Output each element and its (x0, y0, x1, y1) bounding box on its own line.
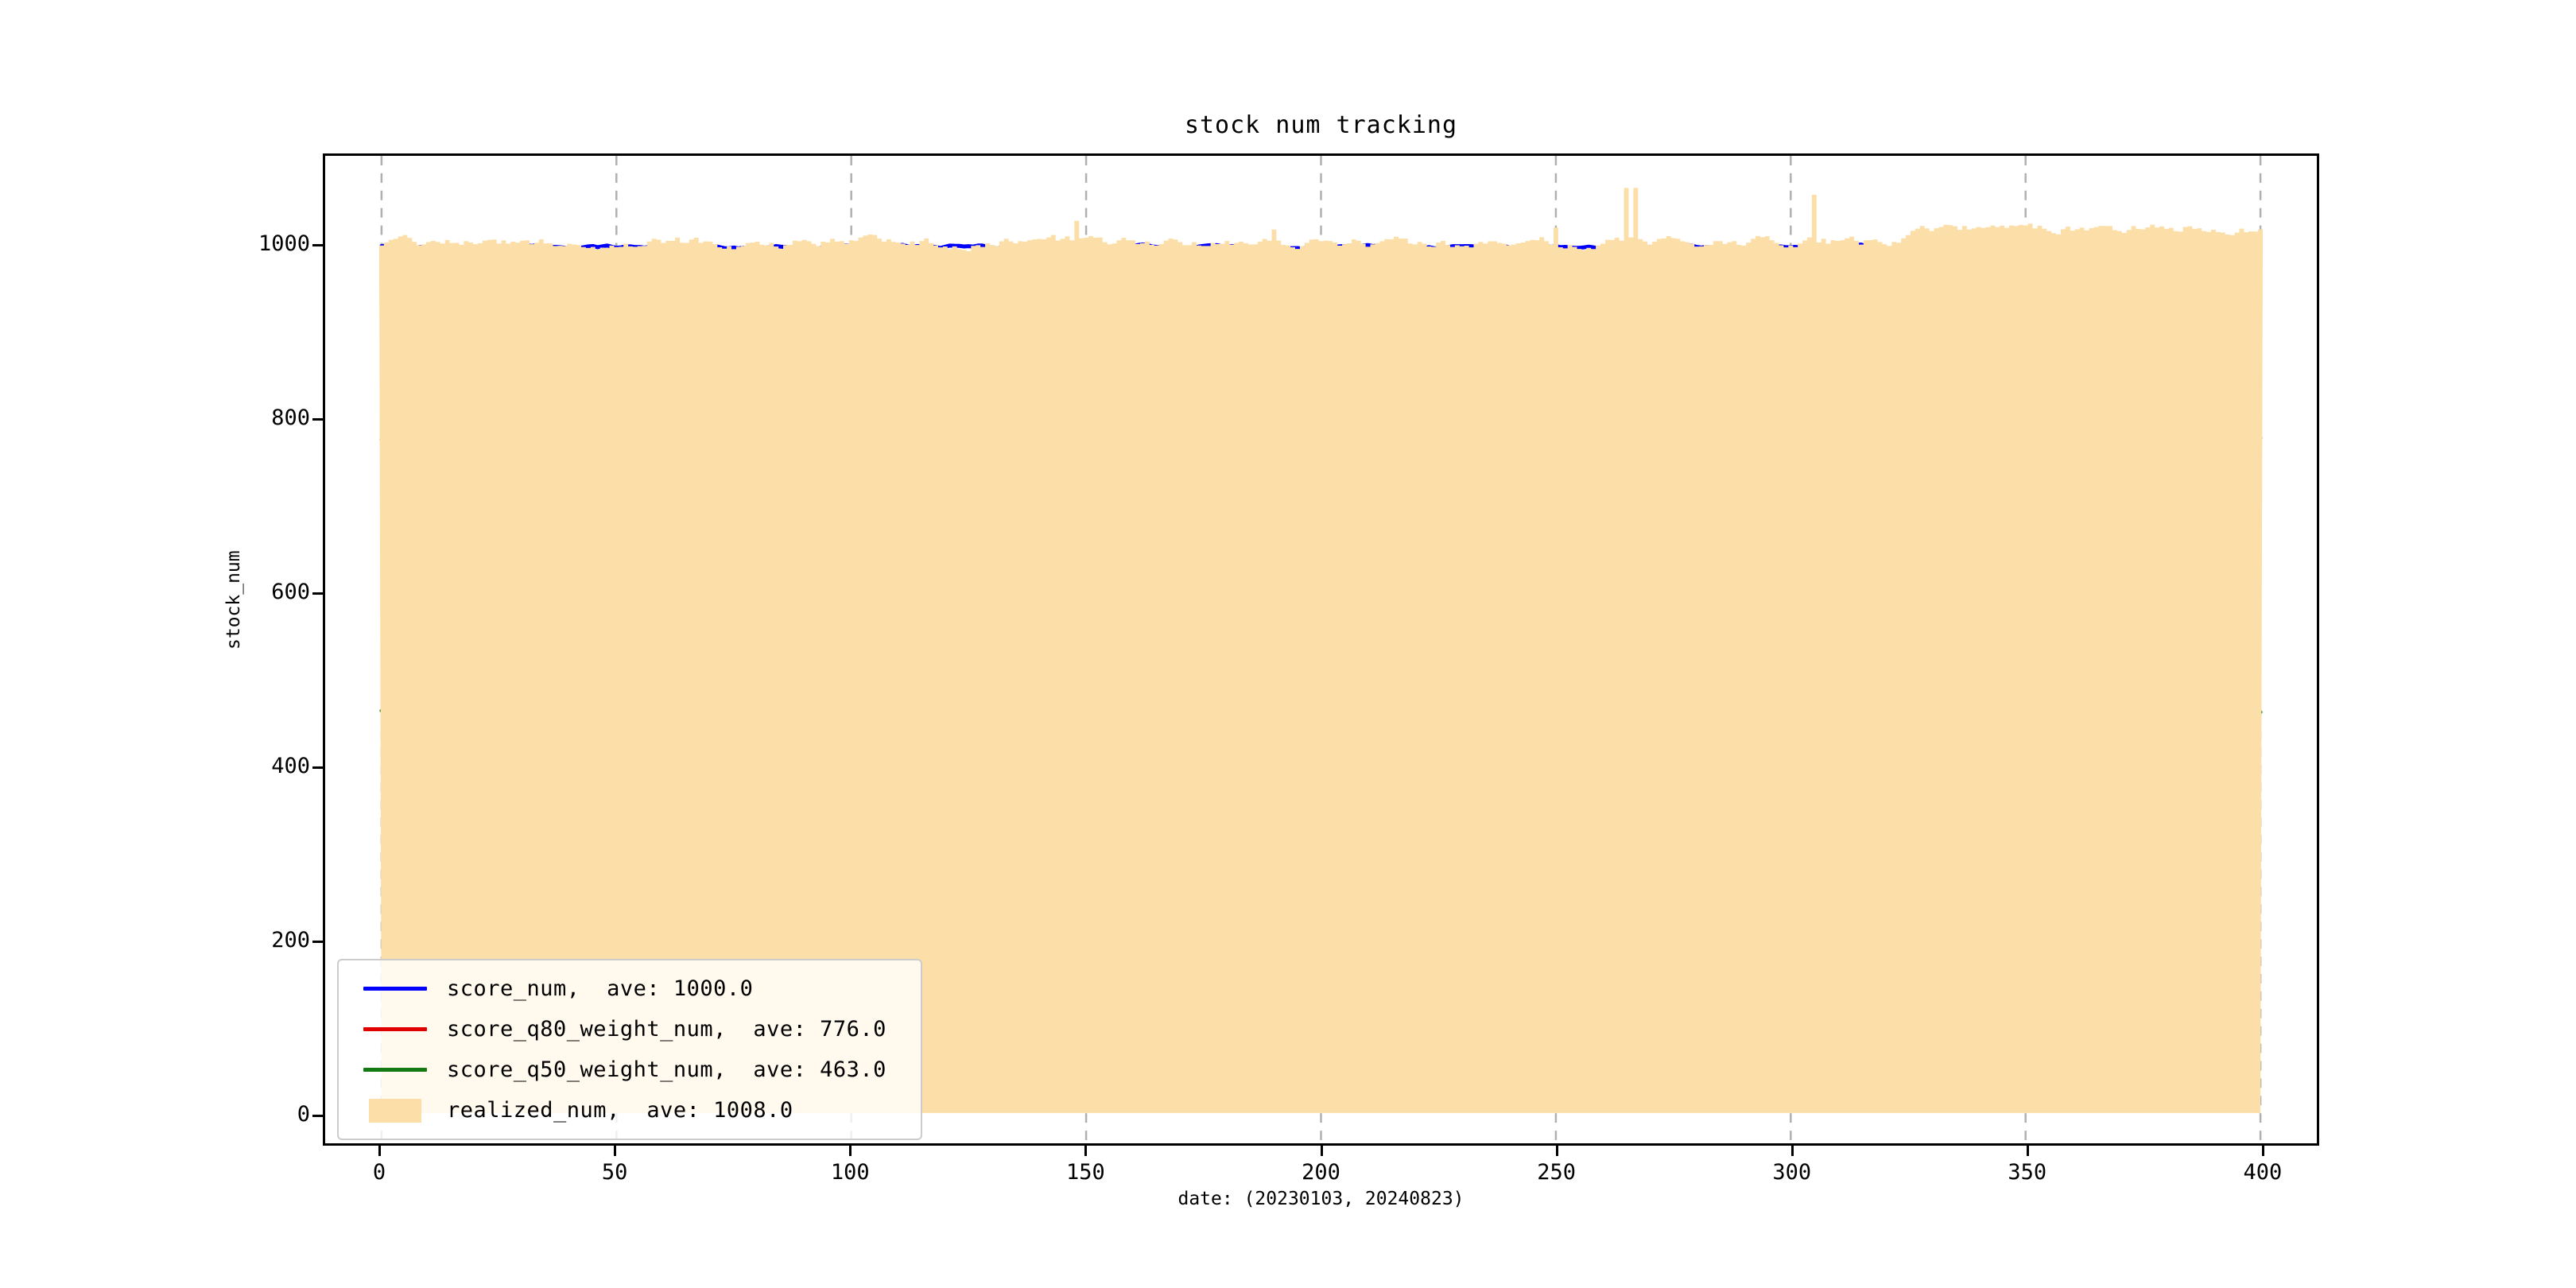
legend-swatch-wrap (356, 1068, 434, 1072)
legend-label: score_q50_weight_num, ave: 463.0 (447, 1057, 886, 1082)
y-tick-mark (312, 243, 323, 246)
legend-item[interactable]: score_q50_weight_num, ave: 463.0 (339, 1049, 921, 1090)
legend-box[interactable]: score_num, ave: 1000.0 score_q80_weight_n… (337, 959, 922, 1140)
series-layer (378, 188, 2264, 1113)
x-tick-label: 150 (1066, 1160, 1105, 1185)
x-axis-label: date: (20230103, 20240823) (1177, 1189, 1465, 1209)
y-tick-label: 1000 (258, 231, 310, 256)
x-tick-mark (614, 1146, 617, 1156)
x-tick-mark (1320, 1146, 1323, 1156)
legend-swatch-wrap (356, 1098, 434, 1123)
x-tick-mark (2261, 1146, 2264, 1156)
y-tick-mark (312, 766, 323, 769)
y-tick-label: 0 (297, 1101, 310, 1127)
legend-line-icon (363, 1068, 427, 1072)
x-tick-label: 100 (830, 1160, 870, 1185)
x-tick-label: 0 (372, 1160, 386, 1185)
legend-item[interactable]: score_q80_weight_num, ave: 776.0 (339, 1009, 921, 1049)
legend-item[interactable]: realized_num, ave: 1008.0 (339, 1090, 921, 1131)
legend-swatch-wrap (356, 987, 434, 991)
x-tick-mark (1555, 1146, 1558, 1156)
y-tick-label: 200 (271, 927, 310, 952)
y-tick-mark (312, 592, 323, 595)
y-tick-label: 600 (271, 579, 310, 604)
x-tick-mark (1084, 1146, 1088, 1156)
x-tick-mark (2026, 1146, 2029, 1156)
x-tick-label: 400 (2243, 1160, 2283, 1185)
x-tick-mark (378, 1146, 382, 1156)
y-tick-label: 400 (271, 753, 310, 778)
legend-label: score_q80_weight_num, ave: 776.0 (447, 1017, 886, 1042)
x-tick-mark (849, 1146, 852, 1156)
x-tick-label: 350 (2008, 1160, 2047, 1185)
legend-swatch-wrap (356, 1027, 434, 1031)
legend-label: realized_num, ave: 1008.0 (447, 1098, 793, 1123)
x-tick-label: 200 (1302, 1160, 1340, 1185)
legend-label: score_num, ave: 1000.0 (447, 976, 754, 1001)
legend-item[interactable]: score_num, ave: 1000.0 (339, 968, 921, 1009)
x-tick-mark (1790, 1146, 1794, 1156)
legend-line-icon (363, 1027, 427, 1031)
x-tick-label: 50 (601, 1160, 628, 1185)
legend-line-icon (363, 987, 427, 991)
y-tick-mark (312, 940, 323, 943)
chart-title: stock num tracking (1184, 111, 1458, 139)
x-tick-label: 300 (1772, 1160, 1812, 1185)
x-tick-label: 250 (1537, 1160, 1576, 1185)
plot-canvas (378, 156, 2264, 1143)
y-tick-label: 800 (271, 405, 310, 430)
series-area-realized-num (378, 188, 2264, 1113)
legend-patch-icon (369, 1098, 421, 1123)
y-tick-mark (312, 1114, 323, 1117)
y-tick-mark (312, 417, 323, 421)
